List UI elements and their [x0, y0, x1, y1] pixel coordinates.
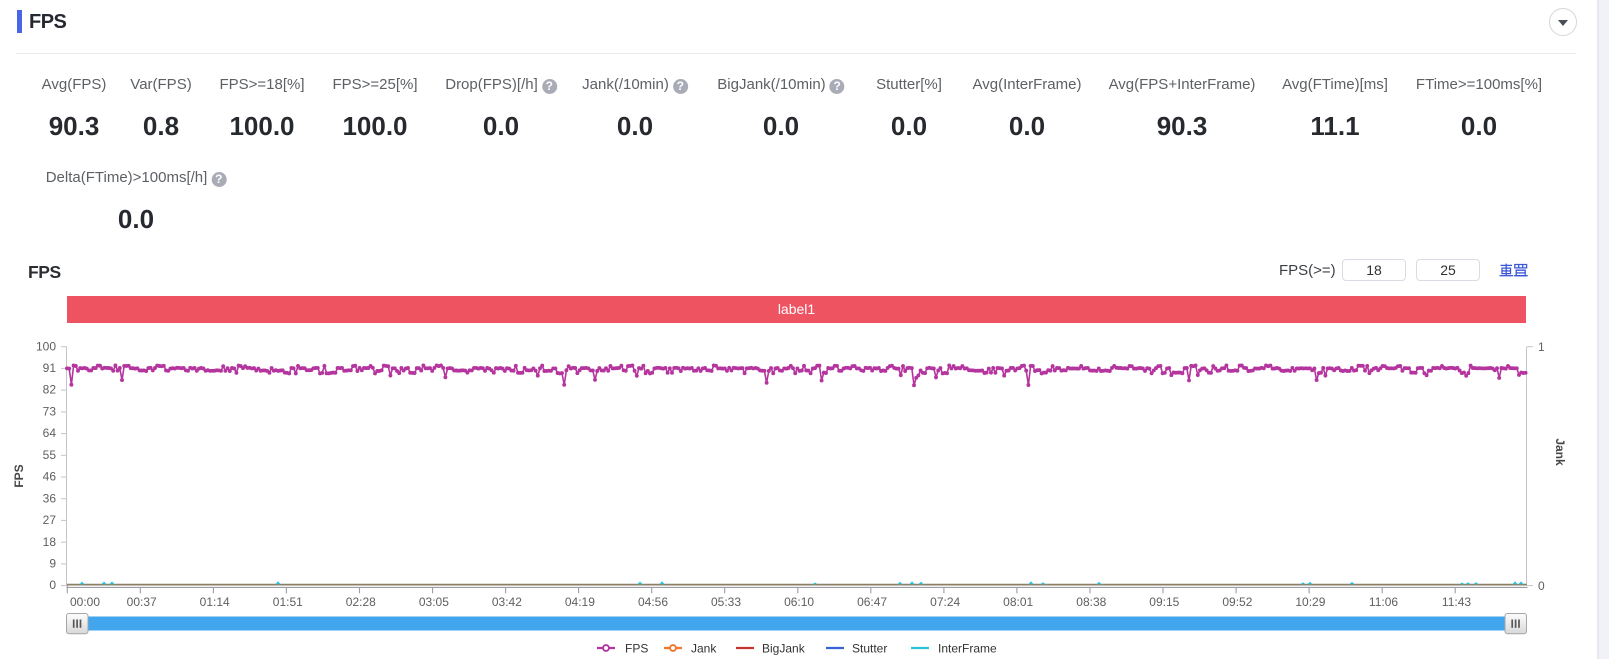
- svg-text:FPS: FPS: [625, 642, 648, 656]
- svg-text:09:52: 09:52: [1222, 595, 1252, 609]
- svg-text:1: 1: [1538, 340, 1545, 354]
- svg-text:11:06: 11:06: [1369, 595, 1398, 609]
- svg-text:0: 0: [49, 578, 56, 592]
- svg-text:02:28: 02:28: [346, 595, 376, 609]
- svg-text:06:47: 06:47: [857, 595, 887, 609]
- svg-text:00:37: 00:37: [127, 595, 157, 609]
- svg-text:00:00: 00:00: [70, 595, 100, 609]
- svg-text:FPS: FPS: [12, 464, 26, 487]
- svg-text:01:14: 01:14: [200, 595, 230, 609]
- svg-text:27: 27: [43, 513, 57, 527]
- svg-text:BigJank: BigJank: [762, 642, 806, 656]
- svg-text:08:38: 08:38: [1076, 595, 1106, 609]
- svg-text:100: 100: [36, 339, 56, 353]
- svg-text:18: 18: [43, 535, 57, 549]
- svg-text:08:01: 08:01: [1003, 595, 1033, 609]
- svg-text:73: 73: [43, 405, 57, 419]
- svg-text:03:05: 03:05: [419, 595, 449, 609]
- svg-text:55: 55: [43, 448, 57, 462]
- svg-text:03:42: 03:42: [492, 595, 522, 609]
- svg-text:46: 46: [43, 470, 57, 484]
- svg-text:01:51: 01:51: [273, 595, 303, 609]
- svg-text:36: 36: [43, 491, 57, 505]
- svg-text:04:56: 04:56: [638, 595, 668, 609]
- svg-text:11:43: 11:43: [1442, 595, 1471, 609]
- svg-text:Jank: Jank: [1553, 438, 1567, 466]
- svg-text:91: 91: [43, 361, 57, 375]
- svg-text:10:29: 10:29: [1295, 595, 1325, 609]
- svg-text:09:15: 09:15: [1149, 595, 1179, 609]
- svg-text:Jank: Jank: [691, 642, 717, 656]
- svg-text:64: 64: [43, 426, 57, 440]
- svg-text:07:24: 07:24: [930, 595, 960, 609]
- svg-text:05:33: 05:33: [711, 595, 741, 609]
- svg-text:0: 0: [1538, 579, 1545, 593]
- svg-text:04:19: 04:19: [565, 595, 595, 609]
- svg-text:Stutter: Stutter: [852, 642, 887, 656]
- svg-text:InterFrame: InterFrame: [938, 642, 997, 656]
- svg-text:06:10: 06:10: [784, 595, 814, 609]
- svg-text:82: 82: [43, 383, 57, 397]
- svg-text:9: 9: [49, 557, 56, 571]
